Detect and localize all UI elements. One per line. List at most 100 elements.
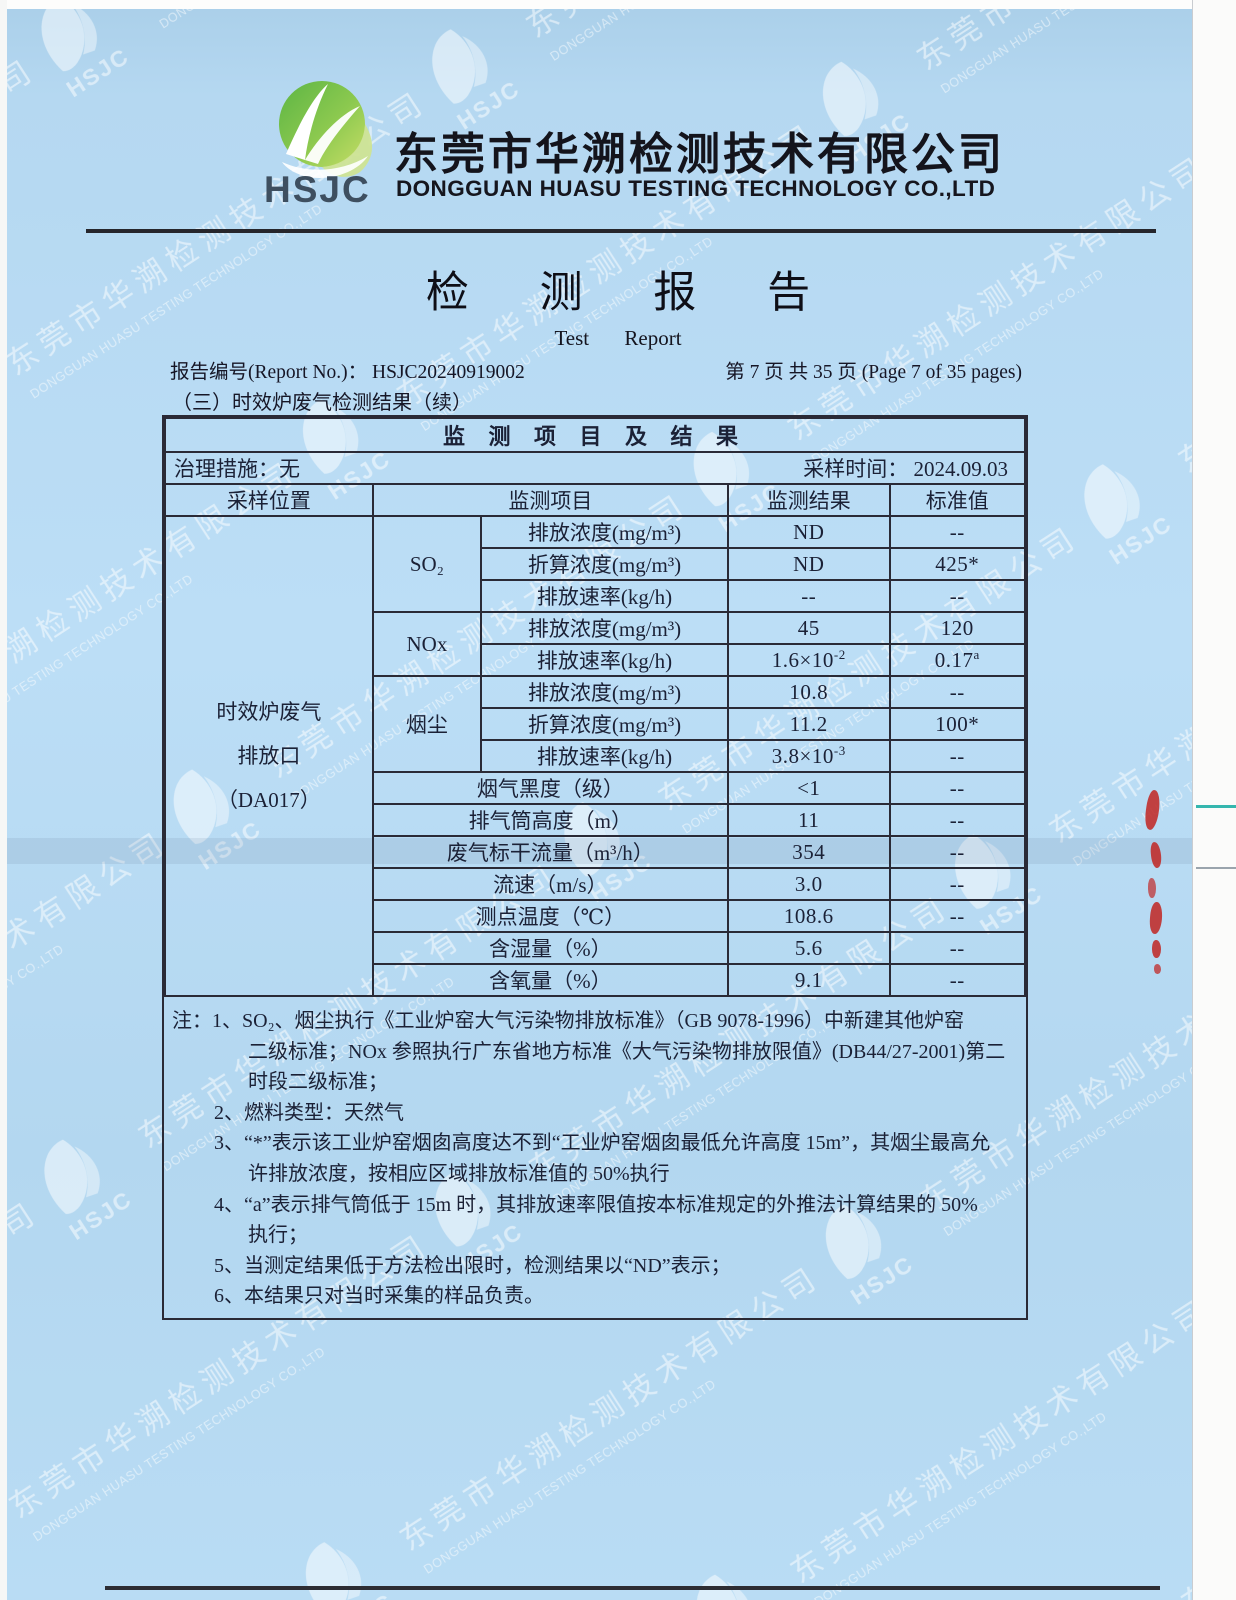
report-meta-row: 报告编号(Report No.)： HSJC20240919002 第 7 页 … — [170, 355, 1022, 384]
page-edge-top — [0, 0, 1236, 9]
sampling-location-cell: 时效炉废气 排放口 （DA017） — [164, 515, 374, 997]
standard-cell: 100* — [888, 707, 1027, 741]
table-row: 排放速率(kg/h) 3.8×10-3 -- — [165, 739, 1027, 773]
table-row: 废气标干流量（m³/h） 354 -- — [165, 835, 1027, 869]
table-title-row: 监 测 项 目 及 结 果 — [164, 417, 1026, 453]
table-row: 烟尘 排放浓度(mg/m³) 10.8 -- — [165, 675, 1027, 773]
bottom-scan-line — [105, 1586, 1160, 1590]
standard-cell: -- — [888, 675, 1027, 709]
pollutant-dust: 烟尘 — [371, 675, 483, 773]
standard-cell: -- — [888, 579, 1027, 613]
results-frame: 监 测 项 目 及 结 果 治理措施：无 采样时间： 2024.09.03 采样… — [162, 415, 1028, 1320]
result-cell: ND — [726, 547, 891, 581]
note-line: 5、当测定结果低于方法检出限时，检测结果以“ND”表示； — [214, 1254, 731, 1277]
note-line: 4、“a”表示排气筒低于 15m 时，其排放速率限值按本标准规定的外推法计算结果… — [214, 1193, 978, 1216]
result-cell: 5.6 — [726, 931, 891, 965]
table-title: 监 测 项 目 及 结 果 — [164, 417, 1026, 453]
note-line: 二级标准；NOx 参照执行广东省地方标准《大气污染物排放限值》(DB44/27-… — [248, 1040, 1006, 1063]
pollutant-so2: SO₂ — [371, 515, 483, 613]
document-subtitle: Test Report — [554, 326, 682, 350]
result-cell: 1.6×10-2 — [726, 643, 891, 677]
note-line: 3、“*”表示该工业炉窑烟囱高度达不到“工业炉窑烟囱最低允许高度 15m”，其烟… — [214, 1132, 991, 1155]
table-row: 排气筒高度（m） 11 -- — [165, 803, 1027, 837]
table-row: 测点温度（℃） 108.6 -- — [165, 899, 1027, 933]
item-cell: 含氧量（%） — [371, 963, 729, 997]
note-line: 许排放浓度，按相应区域排放标准值的 50%执行 — [248, 1162, 670, 1185]
result-cell: 11.2 — [726, 707, 891, 741]
standard-cell: 120 — [888, 611, 1027, 645]
note-line: 执行； — [248, 1224, 308, 1247]
gray-scan-mark — [1196, 867, 1236, 869]
standard-cell: -- — [888, 771, 1027, 805]
result-cell: 354 — [726, 835, 891, 869]
page-indicator: 第 7 页 共 35 页 (Page 7 of 35 pages) — [725, 362, 1022, 383]
col-header-result: 监测结果 — [726, 483, 891, 517]
item-cell: 含湿量（%） — [371, 931, 729, 965]
result-cell: 11 — [726, 803, 891, 837]
item-cell: 流速（m/s） — [371, 867, 729, 901]
page-edge-left — [0, 0, 7, 1600]
section-title: （三）时效炉废气检测结果（续） — [172, 392, 472, 414]
table-row: 含湿量（%） 5.6 -- — [165, 931, 1027, 965]
company-name-cn: 东莞市华溯检测技术有限公司 — [394, 130, 1005, 179]
note-line: 注：1、SO₂、烟尘执行《工业炉窑大气污染物排放标准》（GB 9078-1996… — [172, 1010, 964, 1032]
table-row: 折算浓度(mg/m³) ND 425* — [165, 547, 1027, 581]
result-cell: <1 — [726, 771, 891, 805]
svg-text:HSJC: HSJC — [264, 169, 371, 208]
result-cell: ND — [726, 515, 891, 549]
column-header-row: 采样位置 监测项目 监测结果 标准值 — [164, 483, 1027, 517]
col-header-location: 采样位置 — [164, 483, 374, 517]
item-cell: 折算浓度(mg/m³) — [480, 707, 729, 741]
table-info-row: 治理措施：无 采样时间： 2024.09.03 — [164, 451, 1026, 485]
note-line: 2、燃料类型：天然气 — [214, 1101, 404, 1124]
table-row: 含氧量（%） 9.1 -- — [165, 963, 1027, 997]
result-cell: 45 — [726, 611, 891, 645]
col-header-standard: 标准值 — [888, 483, 1027, 517]
table-row: 排放速率(kg/h) -- -- — [165, 579, 1027, 613]
item-cell: 废气标干流量（m³/h） — [371, 835, 729, 869]
standard-cell: -- — [888, 803, 1027, 837]
table-row: 折算浓度(mg/m³) 11.2 100* — [165, 707, 1027, 741]
treatment-measure: 治理措施：无 — [174, 457, 300, 481]
note-line: 6、本结果只对当时采集的样品负责。 — [214, 1285, 544, 1308]
item-cell: 烟气黑度（级） — [371, 771, 729, 805]
standard-cell: -- — [888, 931, 1027, 965]
result-cell: -- — [726, 579, 891, 613]
location-line: 时效炉废气 — [216, 700, 322, 724]
standard-cell: -- — [888, 899, 1027, 933]
standard-cell: -- — [888, 739, 1027, 773]
table-row: 烟气黑度（级） <1 -- — [165, 771, 1027, 805]
sampling-time: 采样时间： 2024.09.03 — [803, 457, 1008, 481]
item-cell: 排放浓度(mg/m³) — [480, 675, 729, 709]
table-row: 流速（m/s） 3.0 -- — [165, 867, 1027, 901]
standard-cell: 425* — [888, 547, 1027, 581]
standard-cell: -- — [888, 835, 1027, 869]
location-line: （DA017） — [216, 788, 321, 812]
item-cell: 排放速率(kg/h) — [480, 579, 729, 613]
standard-cell: -- — [888, 867, 1027, 901]
notes-block: 注：1、SO₂、烟尘执行《工业炉窑大气污染物排放标准》（GB 9078-1996… — [164, 997, 1026, 1318]
item-cell: 折算浓度(mg/m³) — [480, 547, 729, 581]
standard-cell: -- — [888, 963, 1027, 997]
results-table: 监 测 项 目 及 结 果 治理措施：无 采样时间： 2024.09.03 采样… — [164, 417, 1027, 997]
location-line: 排放口 — [237, 744, 301, 768]
table-row: 排放速率(kg/h) 1.6×10-2 0.17a — [165, 643, 1027, 677]
item-cell: 测点温度（℃） — [371, 899, 729, 933]
item-cell: 排放速率(kg/h) — [480, 739, 729, 773]
result-cell: 108.6 — [726, 899, 891, 933]
result-cell: 10.8 — [726, 675, 891, 709]
item-cell: 排气筒高度（m） — [371, 803, 729, 837]
table-row: 时效炉废气 排放口 （DA017） SO₂ 排放浓度(mg/m³) ND -- — [164, 515, 1027, 997]
item-cell: 排放浓度(mg/m³) — [480, 611, 729, 645]
item-cell: 排放速率(kg/h) — [480, 643, 729, 677]
page-edge-right — [1192, 0, 1236, 1600]
header-divider — [86, 229, 1156, 233]
teal-scan-mark — [1196, 805, 1236, 808]
standard-cell: -- — [888, 515, 1027, 549]
result-cell: 3.0 — [726, 867, 891, 901]
table-row: NOx 排放浓度(mg/m³) 45 120 — [165, 611, 1027, 677]
note-line: 时段二级标准； — [248, 1071, 388, 1094]
standard-cell: 0.17a — [888, 643, 1027, 677]
col-header-item: 监测项目 — [371, 483, 729, 517]
